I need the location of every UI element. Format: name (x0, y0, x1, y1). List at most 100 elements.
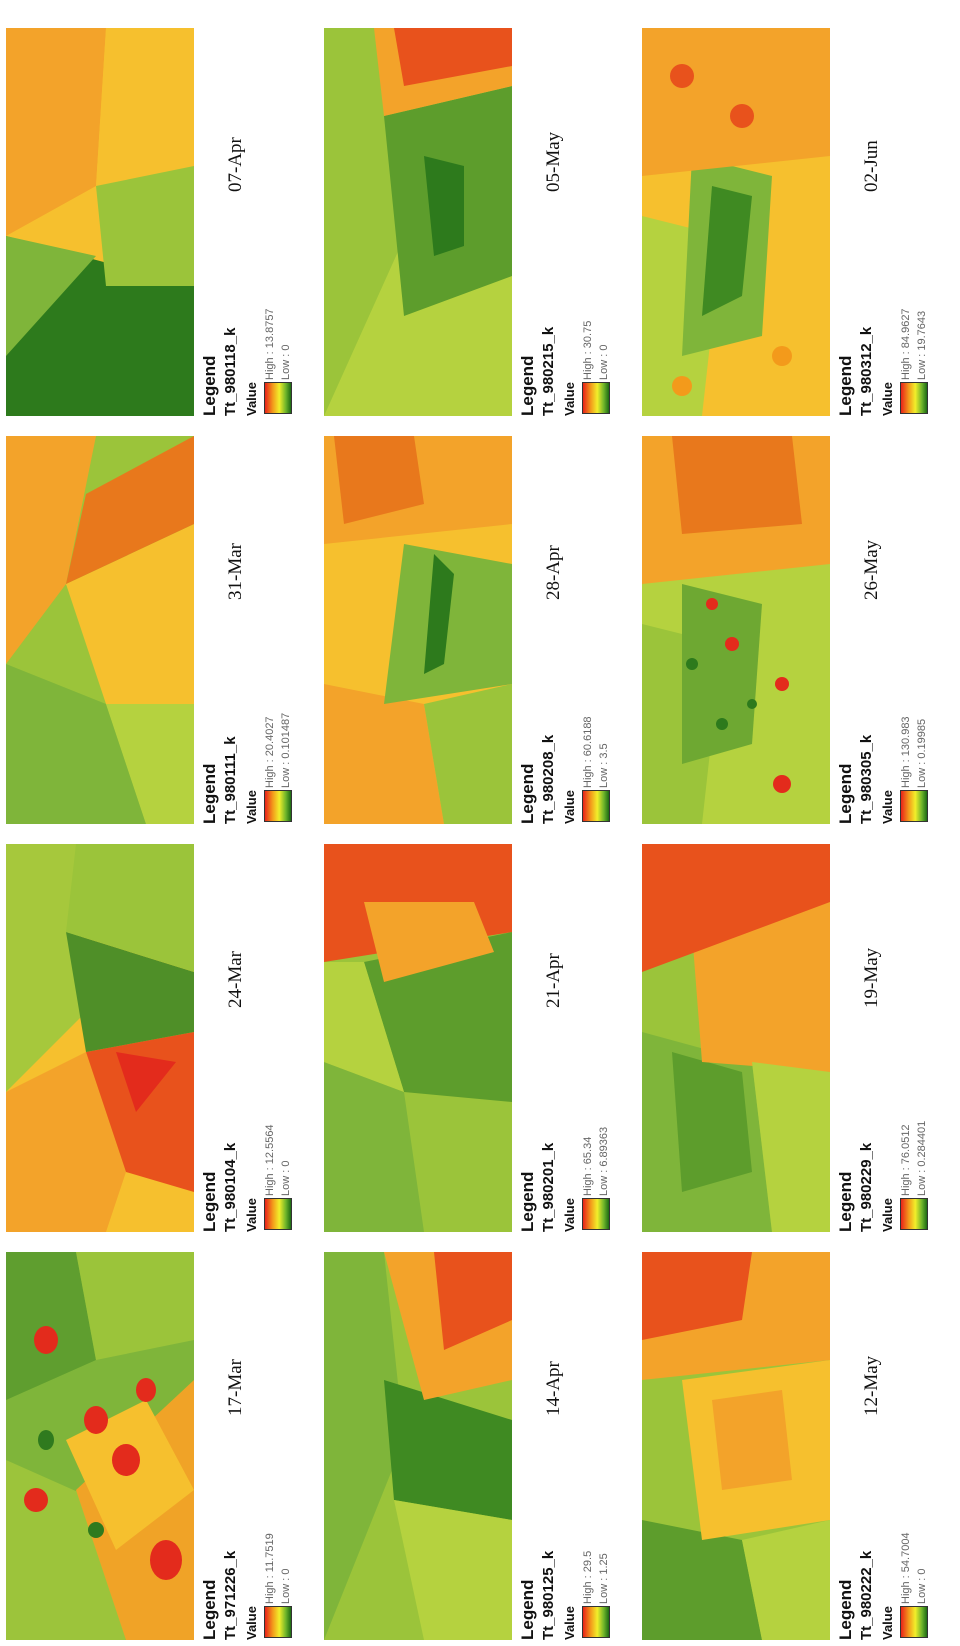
legend-title: Legend (518, 763, 537, 824)
value-label: Value (244, 1198, 259, 1232)
low-value: Low : 0 (280, 344, 292, 380)
map-raster (642, 1252, 830, 1640)
map-panel-9: Legend Tt_980222_k Value High : 54.7004 … (636, 1246, 938, 1646)
legend-title: Legend (200, 1579, 219, 1640)
map-image (324, 28, 512, 416)
date-label: 14-Apr (543, 1361, 564, 1416)
map-legend: Legend Tt_980222_k Value High : 54.7004 … (836, 1430, 936, 1640)
low-value: Low : 0.284401 (916, 1120, 928, 1196)
legend-title: Legend (200, 355, 219, 416)
map-legend: Legend Tt_980312_k Value High : 84.9627 … (836, 206, 936, 416)
color-ramp (900, 382, 928, 414)
color-ramp (582, 1606, 610, 1638)
low-value: Low : 3.5 (598, 743, 610, 788)
layer-name: Tt_980125_k (540, 1550, 557, 1640)
value-label: Value (880, 382, 895, 416)
legend-title: Legend (518, 1579, 537, 1640)
map-image (642, 28, 830, 416)
map-raster (6, 28, 194, 416)
low-value: Low : 0.101487 (280, 712, 292, 788)
map-legend: Legend Tt_980118_k Value High : 13.8757 … (200, 206, 300, 416)
date-label: 12-May (861, 1355, 882, 1416)
high-value: High : 76.0512 (900, 1124, 912, 1196)
value-label: Value (880, 1606, 895, 1640)
map-raster (642, 844, 830, 1232)
value-label: Value (562, 1198, 577, 1232)
low-value: Low : 19.7643 (916, 310, 928, 380)
map-panel-6: Legend Tt_980201_k Value High : 65.34 Lo… (318, 838, 620, 1238)
high-value: High : 54.7004 (900, 1532, 912, 1604)
map-legend: Legend Tt_980305_k Value High : 130.983 … (836, 614, 936, 824)
map-panel-5: Legend Tt_980125_k Value High : 29.5 Low… (318, 1246, 620, 1646)
map-image (642, 844, 830, 1232)
legend-title: Legend (836, 355, 855, 416)
color-ramp (582, 382, 610, 414)
color-ramp (264, 790, 292, 822)
map-image (324, 1252, 512, 1640)
layer-name: Tt_980312_k (858, 326, 875, 416)
high-value: High : 30.75 (582, 320, 594, 380)
map-raster (324, 28, 512, 416)
layer-name: Tt_980222_k (858, 1550, 875, 1640)
value-label: Value (244, 1606, 259, 1640)
legend-title: Legend (836, 1171, 855, 1232)
map-legend: Legend Tt_980201_k Value High : 65.34 Lo… (518, 1022, 618, 1232)
layer-name: Tt_971226_k (222, 1550, 239, 1640)
high-value: High : 60.6188 (582, 716, 594, 788)
date-label: 28-Apr (543, 545, 564, 600)
map-panel-7: Legend Tt_980208_k Value High : 60.6188 … (318, 430, 620, 830)
date-label: 19-May (861, 947, 882, 1008)
map-panel-10: Legend Tt_980229_k Value High : 76.0512 … (636, 838, 938, 1238)
high-value: High : 29.5 (582, 1550, 594, 1604)
map-legend: Legend Tt_980229_k Value High : 76.0512 … (836, 1022, 936, 1232)
map-legend: Legend Tt_980111_k Value High : 20.4027 … (200, 614, 300, 824)
date-label: 05-May (543, 131, 564, 192)
color-ramp (582, 790, 610, 822)
map-image (6, 1252, 194, 1640)
high-value: High : 13.8757 (264, 308, 276, 380)
map-image (6, 844, 194, 1232)
date-label: 26-May (861, 539, 882, 600)
high-value: High : 84.9627 (900, 308, 912, 380)
date-label: 31-Mar (225, 543, 246, 600)
low-value: Low : 0 (280, 1568, 292, 1604)
legend-title: Legend (200, 763, 219, 824)
map-image (642, 436, 830, 824)
map-image (6, 436, 194, 824)
low-value: Low : 0 (280, 1160, 292, 1196)
legend-title: Legend (518, 1171, 537, 1232)
color-ramp (264, 1198, 292, 1230)
color-ramp (264, 1606, 292, 1638)
layer-name: Tt_980215_k (540, 326, 557, 416)
map-raster (6, 844, 194, 1232)
low-value: Low : 1.25 (598, 1553, 610, 1604)
map-legend: Legend Tt_980215_k Value High : 30.75 Lo… (518, 206, 618, 416)
map-image (324, 436, 512, 824)
value-label: Value (562, 382, 577, 416)
map-image (642, 1252, 830, 1640)
low-value: Low : 0 (916, 1568, 928, 1604)
high-value: High : 11.7519 (264, 1533, 276, 1604)
map-panel-2: Legend Tt_980104_k Value High : 12.5564 … (0, 838, 302, 1238)
map-raster (6, 436, 194, 824)
map-image (324, 844, 512, 1232)
map-raster (324, 436, 512, 824)
map-legend: Legend Tt_971226_k Value High : 11.7519 … (200, 1430, 300, 1640)
date-label: 17-Mar (225, 1359, 246, 1416)
map-legend: Legend Tt_980208_k Value High : 60.6188 … (518, 614, 618, 824)
color-ramp (900, 1606, 928, 1638)
date-label: 02-Jun (861, 140, 882, 192)
map-legend: Legend Tt_980125_k Value High : 29.5 Low… (518, 1430, 618, 1640)
layer-name: Tt_980104_k (222, 1142, 239, 1232)
value-label: Value (562, 1606, 577, 1640)
value-label: Value (562, 790, 577, 824)
map-raster (324, 844, 512, 1232)
layer-name: Tt_980305_k (858, 734, 875, 824)
layer-name: Tt_980118_k (222, 327, 239, 416)
value-label: Value (244, 382, 259, 416)
value-label: Value (880, 1198, 895, 1232)
map-panel-4: Legend Tt_980118_k Value High : 13.8757 … (0, 22, 302, 422)
map-raster (6, 1252, 194, 1640)
value-label: Value (880, 790, 895, 824)
